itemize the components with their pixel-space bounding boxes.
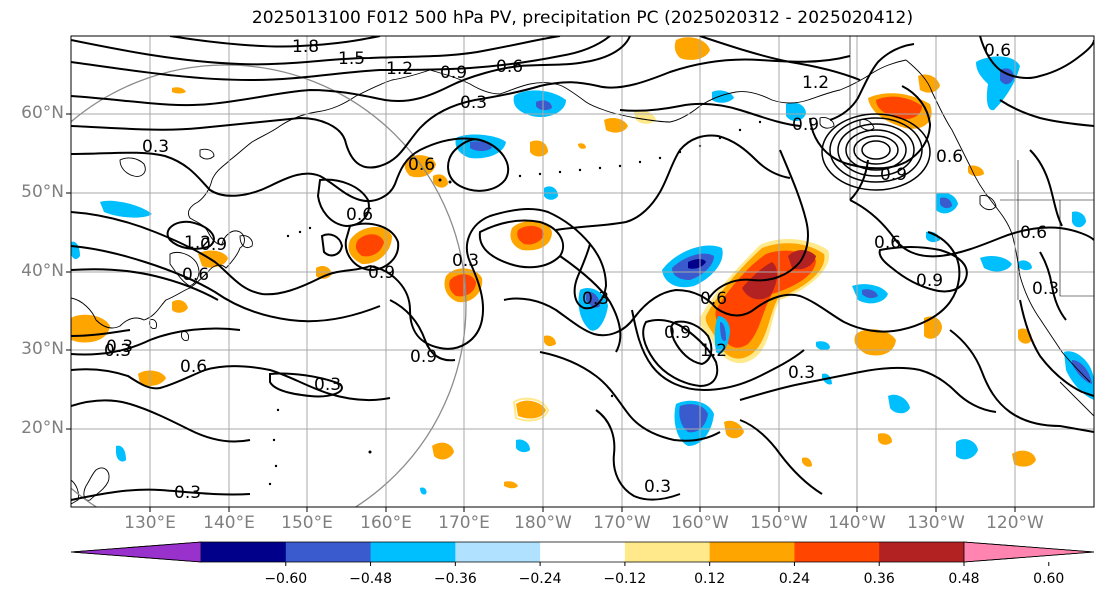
colorbar-cell [794, 542, 880, 562]
colorbar-tick-label: 0.36 [863, 571, 895, 587]
lon-label: 160°E [360, 513, 412, 533]
contour-label: 0.9 [664, 323, 691, 343]
lon-label: 140°E [203, 513, 255, 533]
colorbar-tick-label: −0.36 [433, 571, 477, 587]
contour-label: 0.3 [106, 337, 133, 357]
contour-label: 0.6 [408, 155, 435, 175]
contour-label: 1.2 [802, 73, 829, 93]
contour-label: 0.9 [440, 63, 467, 83]
island-dots [268, 120, 762, 486]
contour-label: 1.2 [700, 341, 727, 361]
lon-label: 180°W [514, 513, 572, 533]
lat-label: 20°N [21, 418, 64, 438]
pv-contours [71, 36, 1094, 501]
coastlines [71, 59, 1094, 505]
lon-label: 170°E [438, 513, 490, 533]
contour-label: 0.6 [496, 57, 523, 77]
contour-label: 0.3 [452, 251, 479, 271]
colorbar-tick-label: 0.60 [1033, 571, 1065, 587]
contour-label: 0.3 [582, 289, 609, 309]
colorbar-cell [285, 542, 372, 562]
colorbar-cell [455, 542, 541, 562]
colorbar-tick-label: −0.12 [603, 571, 647, 587]
axis-ticks [66, 113, 1016, 512]
lat-label: 40°N [21, 261, 64, 281]
lon-label: 120°W [986, 513, 1044, 533]
contour-label: 0.3 [644, 477, 671, 497]
colorbar-tick-label: −0.60 [264, 571, 308, 587]
contour-label: 0.3 [104, 341, 131, 361]
contour-label: 0.6 [700, 289, 727, 309]
colorbar-cell [370, 542, 456, 562]
contour-label: 0.9 [916, 271, 943, 291]
colorbar-cell [201, 542, 287, 562]
map-title: 2025013100 F012 500 hPa PV, precipitatio… [251, 8, 914, 28]
lon-label: 170°W [593, 513, 651, 533]
contour-label: 0.3 [314, 375, 341, 395]
gridlines [71, 36, 1094, 507]
range-circle [71, 64, 467, 507]
lat-label: 60°N [21, 103, 64, 123]
lon-label: 150°E [281, 513, 333, 533]
contour-label: 0.3 [1032, 279, 1059, 299]
colorbar-tick-label: −0.48 [349, 571, 392, 587]
contour-label: 0.6 [1020, 223, 1047, 243]
colorbar-outline [70, 541, 1095, 563]
colorbar-tick-label: 0.24 [778, 571, 811, 587]
contour-label: 0.9 [792, 115, 819, 135]
colorbar-cell [624, 542, 711, 562]
contour-label: 0.9 [200, 235, 227, 255]
contour-label: 0.3 [174, 483, 201, 503]
contour-label: 0.9 [368, 263, 395, 283]
contour-label: 1.2 [386, 59, 413, 79]
lat-label: 50°N [21, 182, 64, 202]
contour-label: 1.8 [292, 37, 319, 57]
lon-label: 130°W [907, 513, 965, 533]
contour-label: 0.6 [874, 233, 901, 253]
colorbar-cell [879, 542, 965, 562]
contour-label: 1.5 [338, 49, 365, 69]
colorbar-extend-high [963, 541, 1095, 563]
contour-labels: 1.8 1.5 1.2 0.9 0.6 0.3 0.3 0.6 0.9 1.2 … [104, 37, 1059, 503]
contour-label: 0.6 [346, 205, 373, 225]
contour-label: 0.9 [880, 165, 907, 185]
colorbar-cell [540, 542, 626, 562]
contour-label: 0.6 [182, 265, 209, 285]
colorbar-cell [709, 542, 795, 562]
contour-label: 0.6 [180, 357, 207, 377]
contour-label: 0.9 [410, 347, 437, 367]
contour-label: 0.3 [460, 93, 487, 113]
contour-label: 1.2 [184, 233, 211, 253]
lat-label: 30°N [21, 339, 64, 359]
contour-label: 0.3 [142, 137, 169, 157]
colorbar-tick-label: 0.12 [694, 571, 726, 587]
colorbar-tick-label: −0.24 [518, 571, 562, 587]
contour-label: 0.3 [788, 363, 815, 383]
lon-label: 130°E [124, 513, 176, 533]
colorbar-extend-low [70, 541, 202, 563]
contour-label: 0.6 [984, 41, 1011, 61]
lon-label: 160°W [671, 513, 729, 533]
lon-label: 150°W [750, 513, 808, 533]
lon-label: 140°W [828, 513, 886, 533]
contour-label: 0.6 [936, 147, 963, 167]
colorbar-tick-label: 0.48 [948, 571, 980, 587]
